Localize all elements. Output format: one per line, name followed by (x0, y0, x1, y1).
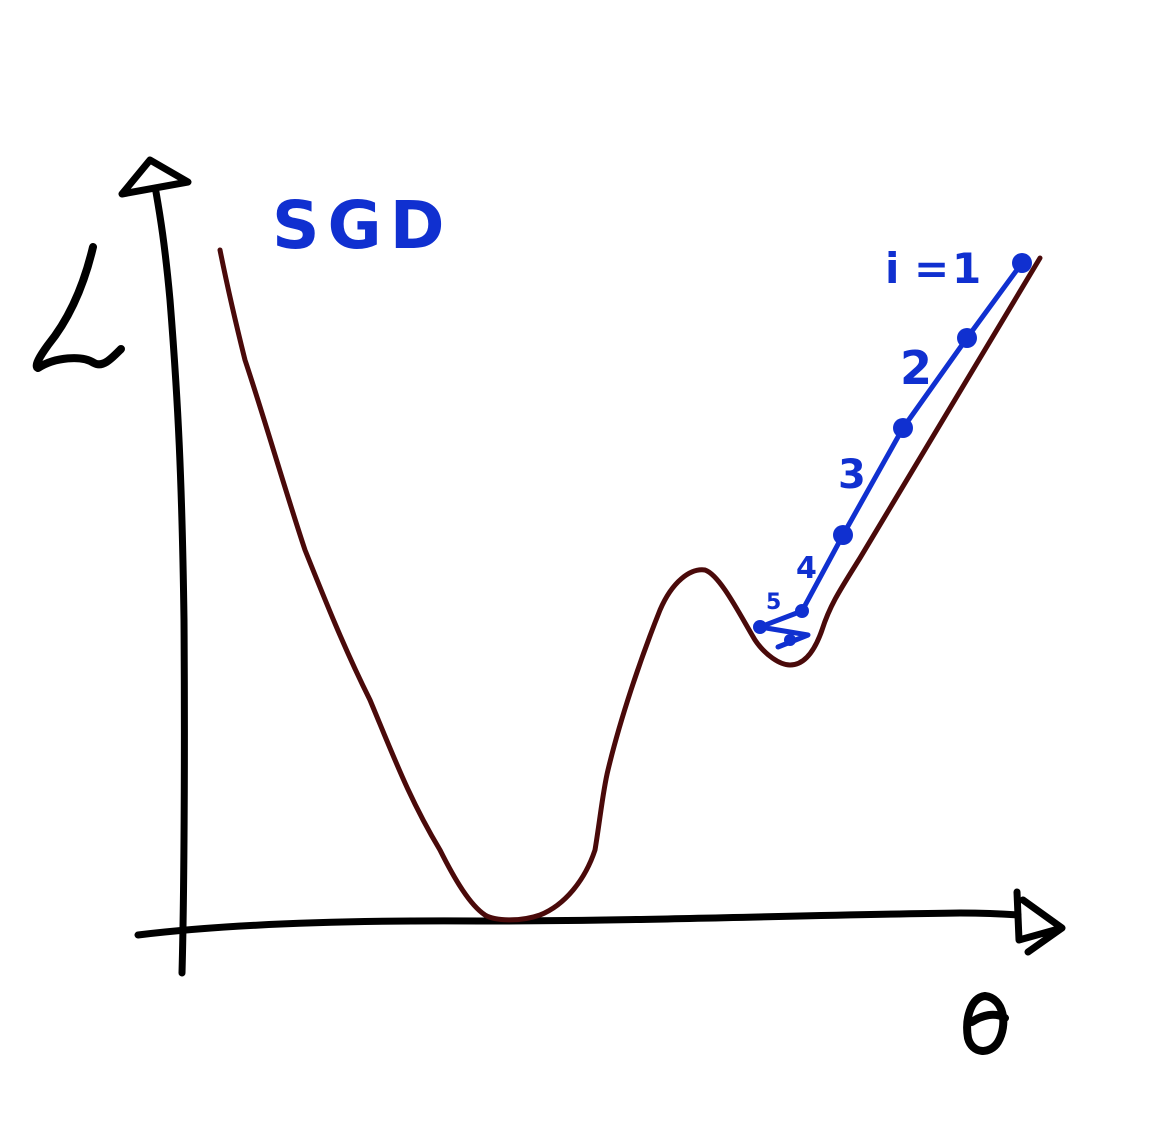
sgd-trajectory (753, 253, 1032, 650)
y-axis-label-glyph (32, 243, 125, 372)
x-axis-arrowhead (1013, 888, 1066, 956)
sgd-step-point (784, 634, 796, 646)
sgd-path-line (757, 260, 1025, 650)
x-axis-line (134, 909, 1022, 939)
sgd-step-point (833, 525, 853, 545)
iteration-prefix: i = (885, 244, 949, 293)
x-axis-label: θ (985, 1029, 987, 1031)
iteration-label-1: 1 (952, 244, 981, 293)
y-axis-arrowhead (118, 156, 192, 198)
y-axis-label: L (75, 319, 77, 321)
iteration-label-3: 3 (838, 452, 866, 498)
y-axis-line (152, 188, 188, 977)
iteration-label-4: 4 (796, 551, 817, 586)
sgd-step-point (957, 328, 977, 348)
iteration-label-2: 2 (900, 341, 932, 395)
loss-curve (217, 247, 1043, 923)
sgd-step-point (893, 418, 913, 438)
sgd-step-point (795, 604, 809, 618)
sgd-step-point (753, 620, 767, 634)
diagram-title: SGD (272, 187, 453, 264)
x-axis-label-glyph (963, 992, 1009, 1055)
x-axis: θ (134, 888, 1066, 1055)
iteration-labels: i = 1 2 3 4 5 (766, 244, 981, 615)
y-axis: L (32, 156, 192, 977)
iteration-label-5: 5 (766, 590, 781, 615)
sgd-step-point (1012, 253, 1032, 273)
